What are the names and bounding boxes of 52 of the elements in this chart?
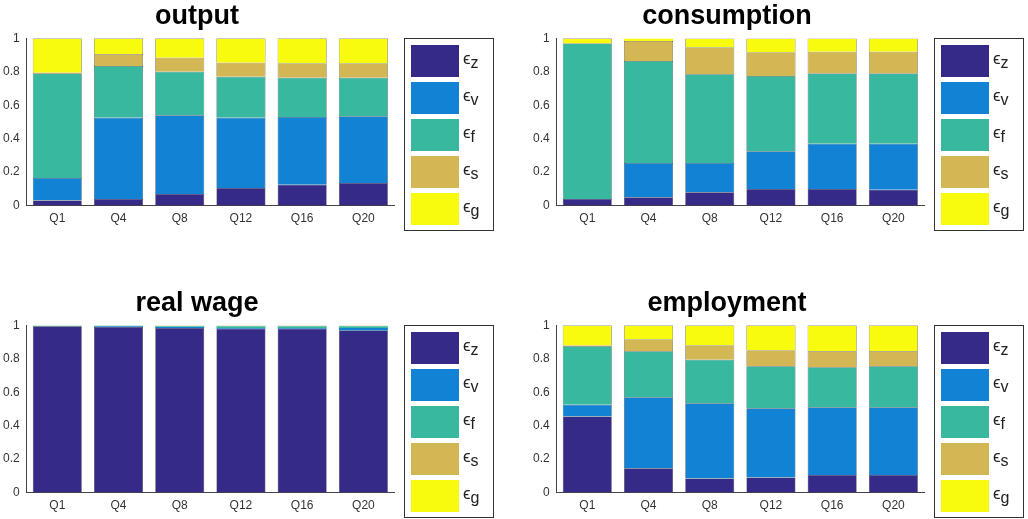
chart-title: output xyxy=(155,0,239,30)
x-tick-label: Q20 xyxy=(352,211,376,226)
chart-title: real wage xyxy=(135,286,259,317)
chart-title: employment xyxy=(647,286,807,317)
x-tick-label: Q4 xyxy=(640,211,657,226)
x-tick-label: Q16 xyxy=(290,498,314,513)
y-tick-label: 0.2 xyxy=(2,164,20,179)
x-tick-label: Q12 xyxy=(759,498,783,513)
x-tick-label: Q8 xyxy=(701,211,719,226)
y-tick-label: 0.4 xyxy=(532,418,550,433)
x-tick-label: Q8 xyxy=(171,211,189,226)
y-tick-label: 0.2 xyxy=(2,451,20,466)
y-tick-label: 0 xyxy=(542,197,550,212)
y-tick-label: 0.2 xyxy=(532,451,550,466)
y-tick-label: 0.2 xyxy=(532,164,550,179)
y-tick-label: 0.8 xyxy=(2,351,20,366)
y-tick-label: 0.4 xyxy=(2,131,20,146)
x-tick-label: Q16 xyxy=(820,211,844,226)
y-tick-label: 0 xyxy=(542,484,550,499)
y-tick-label: 0 xyxy=(12,484,20,499)
x-tick-label: Q8 xyxy=(171,498,189,513)
x-tick-label: Q8 xyxy=(701,498,719,513)
x-tick-label: Q1 xyxy=(579,498,596,513)
x-tick-label: Q20 xyxy=(352,498,376,513)
y-tick-label: 1 xyxy=(12,30,20,45)
x-tick-label: Q12 xyxy=(759,211,783,226)
y-tick-label: 0.4 xyxy=(2,418,20,433)
y-tick-label: 1 xyxy=(12,317,20,332)
y-tick-label: 0.8 xyxy=(532,64,550,79)
y-tick-label: 0.6 xyxy=(532,384,550,399)
y-tick-label: 0 xyxy=(12,197,20,212)
y-tick-label: 0.8 xyxy=(532,351,550,366)
x-tick-label: Q16 xyxy=(290,211,314,226)
x-tick-label: Q12 xyxy=(229,498,253,513)
x-tick-label: Q1 xyxy=(49,498,66,513)
x-tick-label: Q12 xyxy=(229,211,253,226)
y-tick-label: 1 xyxy=(542,317,550,332)
y-tick-label: 0.6 xyxy=(532,97,550,112)
x-tick-label: Q4 xyxy=(640,498,657,513)
x-tick-label: Q1 xyxy=(49,211,66,226)
x-tick-label: Q20 xyxy=(882,211,906,226)
x-tick-label: Q4 xyxy=(110,211,127,226)
x-tick-label: Q1 xyxy=(579,211,596,226)
y-tick-label: 0.6 xyxy=(2,97,20,112)
x-tick-label: Q20 xyxy=(882,498,906,513)
y-tick-label: 0.6 xyxy=(2,384,20,399)
x-tick-label: Q4 xyxy=(110,498,127,513)
chart-title: consumption xyxy=(642,0,812,30)
y-tick-label: 0.8 xyxy=(2,64,20,79)
x-tick-label: Q16 xyxy=(820,498,844,513)
y-tick-label: 0.4 xyxy=(532,131,550,146)
y-tick-label: 1 xyxy=(542,30,550,45)
